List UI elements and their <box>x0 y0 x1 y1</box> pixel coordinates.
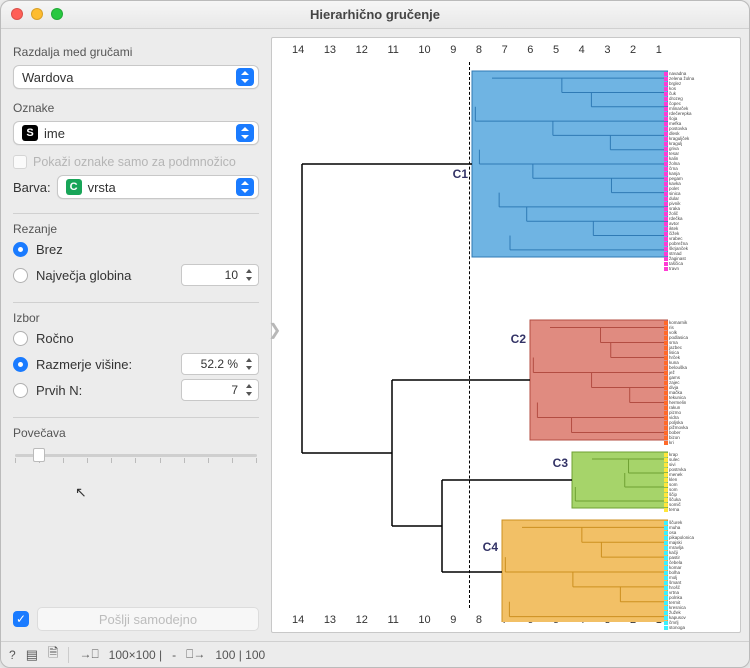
sel-ratio-radio[interactable] <box>13 357 28 372</box>
chevron-updown-icon <box>236 178 254 196</box>
output-icon: ⎕→ <box>186 647 205 662</box>
spin-up-icon[interactable] <box>242 356 256 364</box>
zoom-group: Povečava <box>13 417 259 466</box>
auto-apply-checkbox[interactable]: ✓ <box>13 611 29 627</box>
traffic-lights <box>11 8 63 20</box>
color-combo[interactable]: C vrsta <box>57 175 259 199</box>
subset-checkbox-row: Pokaži oznake samo za podmnožico <box>13 155 259 169</box>
distance-label: Razdalja med gručami <box>13 45 259 59</box>
pruning-none-radio[interactable] <box>13 242 28 257</box>
color-label: Barva: <box>13 180 51 195</box>
zoom-slider[interactable] <box>15 446 257 464</box>
color-value: vrsta <box>88 180 236 195</box>
string-type-icon: S <box>22 125 38 141</box>
sel-ratio-label: Razmerje višine: <box>36 357 132 372</box>
sidebar: Razdalja med gručami Wardova Oznake S im… <box>1 29 271 641</box>
pruning-group: Rezanje Brez Največja globina 10 <box>13 213 259 288</box>
spin-up-icon[interactable] <box>242 382 256 390</box>
chevron-updown-icon <box>236 124 254 142</box>
spin-up-icon[interactable] <box>242 267 256 275</box>
pruning-maxdepth-radio[interactable] <box>13 268 28 283</box>
cluster-label: C3 <box>553 456 572 470</box>
zoom-label: Povečava <box>13 426 259 440</box>
pruning-label: Rezanje <box>13 222 259 236</box>
selection-label: Izbor <box>13 311 259 325</box>
cluster-label: C1 <box>453 167 472 181</box>
sel-ratio-spin[interactable]: 52.2 % <box>181 353 259 375</box>
pruning-maxdepth-label: Največja globina <box>36 268 131 283</box>
pruning-maxdepth-spin[interactable]: 10 <box>181 264 259 286</box>
leaf-labels: komarnikrisvolkpodlasicasrnajazbeclisica… <box>664 320 736 440</box>
minimize-icon[interactable] <box>31 8 43 20</box>
maximize-icon[interactable] <box>51 8 63 20</box>
help-icon[interactable]: ? <box>9 648 16 662</box>
titlebar: Hierarhično gručenje <box>1 1 749 29</box>
chevron-updown-icon <box>236 68 254 86</box>
selection-group: Izbor Ročno Razmerje višine: 52.2 % Prvi… <box>13 302 259 403</box>
cluster-label: C4 <box>483 540 502 554</box>
annotations-combo[interactable]: S ime <box>13 121 259 145</box>
leaf-labels: krapsulecsivipostrvkamenekklensomsomščip… <box>664 452 736 508</box>
sel-manual-radio[interactable] <box>13 331 28 346</box>
sel-topn-spin[interactable]: 7 <box>181 379 259 401</box>
leaf-labels: ščurekmuhaosapikapolonicamajskimravljaka… <box>664 520 736 624</box>
dendrogram-viewer[interactable]: 1413121110987654321 1413121110987654321 … <box>271 37 741 633</box>
annotations-value: ime <box>44 126 236 141</box>
input-icon: →⎕ <box>79 647 98 662</box>
spin-down-icon[interactable] <box>242 364 256 372</box>
apply-button[interactable]: Pošlji samodejno <box>37 607 259 631</box>
slider-track <box>15 454 257 457</box>
distance-combo[interactable]: Wardova <box>13 65 259 89</box>
sel-topn-label: Prvih N: <box>36 383 82 398</box>
subset-checkbox-label: Pokaži oznake samo za podmnožico <box>33 155 236 169</box>
axis-top: 1413121110987654321 <box>292 44 662 56</box>
sel-topn-radio[interactable] <box>13 383 28 398</box>
collapse-handle-icon[interactable]: ❯ <box>268 320 281 340</box>
slider-ticks <box>15 458 257 463</box>
close-icon[interactable] <box>11 8 23 20</box>
content-area: Razdalja med gručami Wardova Oznake S im… <box>1 29 749 641</box>
app-window: Hierarhično gručenje Razdalja med gručam… <box>0 0 750 668</box>
annotations-label: Oznake <box>13 101 259 115</box>
leaf-labels: navadnazelena žolnabrglezkosčukdrozegčop… <box>664 71 736 257</box>
pruning-none-label: Brez <box>36 242 63 257</box>
slider-thumb[interactable] <box>33 448 45 462</box>
spin-down-icon[interactable] <box>242 275 256 283</box>
dendrogram-svg <box>292 62 668 622</box>
apply-row: ✓ Pošlji samodejno <box>13 607 259 631</box>
categorical-type-icon: C <box>66 179 82 195</box>
subset-checkbox[interactable] <box>13 155 27 169</box>
output-count: 100 | 100 <box>215 648 265 662</box>
window-title: Hierarhično gručenje <box>310 7 440 22</box>
report-icon[interactable]: 🗎 <box>48 644 58 666</box>
input-dims: 100×100 | <box>109 648 163 662</box>
cluster-label: C2 <box>511 332 530 346</box>
distance-value: Wardova <box>22 70 236 85</box>
save-icon[interactable]: ▤ <box>26 647 38 663</box>
sel-manual-label: Ročno <box>36 331 74 346</box>
spin-down-icon[interactable] <box>242 390 256 398</box>
cursor-icon: ↖ <box>75 484 87 501</box>
statusbar: ? ▤ 🗎 →⎕ 100×100 | - ⎕→ 100 | 100 <box>1 641 749 667</box>
